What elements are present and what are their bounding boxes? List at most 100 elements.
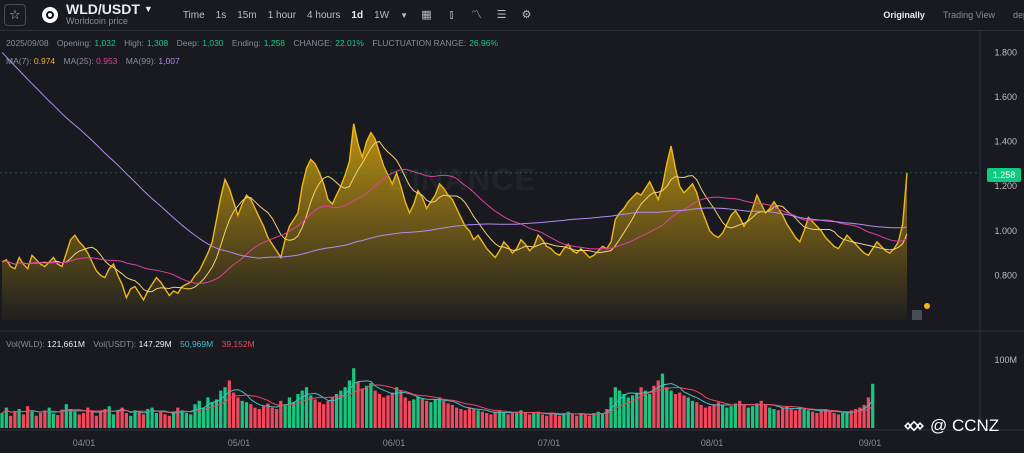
favorite-star-icon[interactable]: ☆	[4, 4, 26, 26]
volume-bar	[510, 413, 515, 428]
volume-bar	[137, 411, 141, 428]
volume-bar	[781, 407, 785, 428]
volume-bar	[141, 414, 146, 428]
volume-bar	[56, 415, 60, 428]
vol-wld-label: Vol(WLD):	[6, 339, 45, 349]
view-originally[interactable]: Originally	[883, 10, 925, 20]
volume-bar	[386, 395, 390, 428]
y-tick-label: 1.600	[994, 92, 1017, 102]
volume-bar	[429, 402, 433, 428]
volume-bar	[326, 400, 330, 428]
volume-bar	[708, 406, 712, 428]
ma99-value: 1,007	[158, 56, 180, 66]
symbol-subname: Worldcoin price	[66, 16, 128, 26]
volume-bar	[815, 413, 819, 428]
interval-more-icon[interactable]: ▼	[400, 10, 408, 20]
volume-bar	[690, 400, 695, 428]
volume-bar	[575, 415, 579, 428]
interval-tabs: Time 1s 15m 1 hour 4 hours 1d 1W ▼	[183, 10, 419, 21]
vol-usdt-label: Vol(USDT):	[93, 339, 137, 349]
volume-bar	[107, 406, 111, 428]
volume-bar	[94, 415, 99, 428]
deep-label: Deep:	[176, 38, 200, 48]
settings-sliders-icon[interactable]: ☰	[496, 9, 507, 21]
price-area-fill	[2, 123, 907, 320]
volume-bar	[377, 394, 382, 428]
interval-1d[interactable]: 1d	[351, 9, 364, 21]
volume-bar	[21, 414, 26, 428]
volume-bar	[733, 403, 738, 428]
volume-bar	[493, 411, 497, 428]
gear-icon[interactable]: ⚙	[521, 9, 532, 21]
volume-bar	[425, 400, 429, 428]
volume-bar	[476, 410, 480, 428]
volume-bar	[236, 397, 240, 428]
volume-bar	[382, 397, 386, 428]
volume-bar	[746, 407, 750, 428]
y-tick-label: 1.400	[994, 137, 1017, 147]
change-value: 22.01%	[335, 38, 364, 48]
volume-bar	[133, 410, 137, 428]
volume-bar	[399, 390, 403, 428]
volume-bar	[69, 409, 73, 428]
x-tick-label: 07/01	[538, 438, 561, 448]
volume-bar	[489, 414, 493, 428]
indicator-icon[interactable]: 〽	[471, 9, 482, 21]
interval-1w[interactable]: 1W	[374, 9, 390, 21]
view-depth[interactable]: dep	[1012, 10, 1024, 20]
ccnz-credit: @ CCNZ	[904, 416, 999, 436]
volume-bar	[219, 390, 223, 428]
volume-bar	[528, 414, 532, 428]
volume-bar	[150, 407, 154, 428]
volume-bar	[369, 383, 373, 428]
interval-4h[interactable]: 4 hours	[307, 9, 341, 21]
volume-bar	[446, 403, 450, 428]
volume-bar	[583, 414, 587, 428]
volume-bar	[420, 398, 424, 428]
volume-bar	[352, 368, 356, 428]
volume-bar	[223, 387, 227, 428]
volume-bar	[373, 390, 377, 428]
volume-bar	[789, 409, 793, 428]
volume-bar	[673, 394, 678, 428]
candle-type-icon[interactable]: ⫾	[449, 9, 454, 21]
volume-bar	[197, 400, 201, 428]
volume-bar	[540, 414, 545, 428]
volume-bar	[262, 406, 266, 428]
volume-bar	[347, 380, 352, 428]
ma7-line	[1, 140, 908, 293]
volume-bar	[549, 413, 553, 428]
volume-bar	[579, 413, 583, 428]
volume-bar	[13, 411, 17, 428]
ma99-line	[1, 51, 908, 259]
volume-bar	[309, 395, 313, 428]
volume-bar	[811, 411, 815, 428]
interval-1s[interactable]: 1s	[215, 9, 227, 21]
interval-time[interactable]: Time	[182, 9, 205, 21]
volume-bar	[120, 407, 124, 428]
x-tick-label: 04/01	[73, 438, 96, 448]
y-tick-label: 0.800	[994, 270, 1017, 280]
volume-bar	[502, 413, 506, 428]
volume-bar	[819, 410, 823, 428]
volume-bar	[4, 407, 8, 428]
volume-bar	[407, 400, 412, 428]
calendar-icon[interactable]: ▦	[421, 9, 432, 21]
interval-1h[interactable]: 1 hour	[267, 9, 297, 21]
symbol-selector[interactable]: WLD/USDT ▼ Worldcoin price	[66, 2, 153, 27]
interval-15m[interactable]: 15m	[237, 9, 257, 21]
volume-bar	[154, 413, 159, 428]
view-tradingview[interactable]: Trading View	[942, 10, 995, 20]
volume-bar	[90, 410, 94, 428]
volume-bar	[600, 413, 605, 428]
volume-bar	[751, 406, 755, 428]
binance-watermark: BINANCE	[388, 162, 536, 198]
volume-bar	[81, 413, 86, 428]
volume-bar	[467, 407, 472, 428]
volume-bar	[189, 414, 193, 428]
volume-bar	[703, 407, 708, 428]
volume-bar	[313, 399, 317, 428]
volume-bar	[656, 380, 660, 428]
volume-bar	[836, 414, 841, 428]
